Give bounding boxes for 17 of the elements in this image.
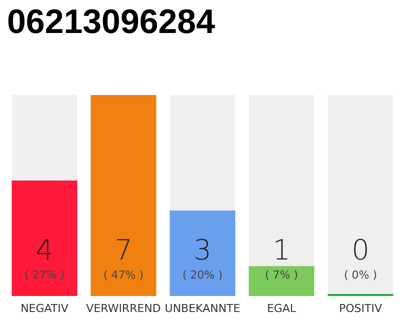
x-tick-label: UNBEKANNTE bbox=[164, 302, 240, 315]
x-tick-label: EGAL bbox=[266, 302, 297, 315]
annotation: 7 bbox=[114, 234, 132, 266]
annotation: 3 bbox=[194, 234, 212, 266]
data-label: ( 20% ) bbox=[182, 268, 223, 282]
x-tick-label: POSITIV bbox=[338, 302, 382, 315]
annotation: 1 bbox=[272, 234, 290, 266]
data-label: ( 47% ) bbox=[103, 268, 144, 282]
x-tick-label: NEGATIV bbox=[20, 302, 69, 315]
x-tick-label: VERWIRREND bbox=[86, 302, 161, 315]
chart-title: 06213096284 bbox=[7, 3, 216, 41]
annotation: 4 bbox=[36, 234, 54, 266]
data-label: ( 0% ) bbox=[344, 268, 378, 282]
data-label: ( 27% ) bbox=[24, 268, 65, 282]
bar bbox=[248, 266, 314, 296]
data-label: ( 7% ) bbox=[264, 268, 298, 282]
annotation: 0 bbox=[352, 234, 370, 266]
